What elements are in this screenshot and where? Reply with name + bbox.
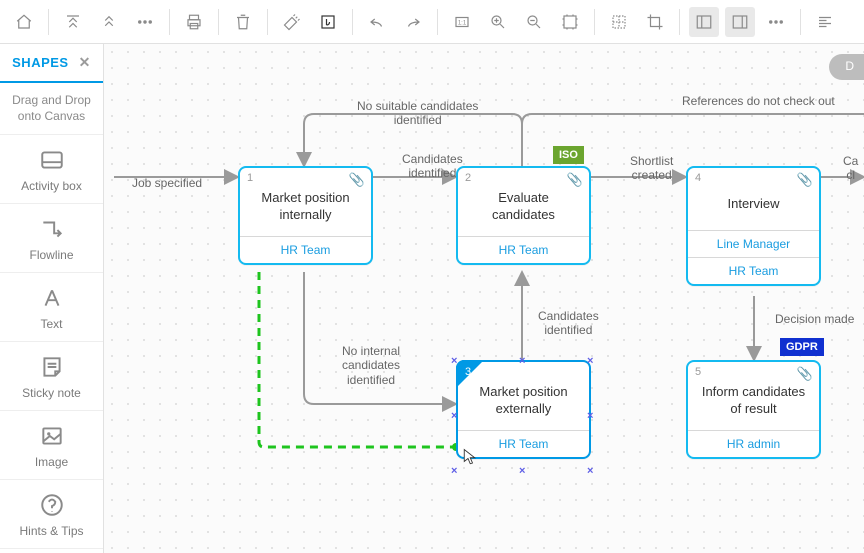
shape-activity-box[interactable]: Activity box <box>0 135 103 204</box>
panel-right-icon[interactable] <box>725 7 755 37</box>
node-number: 3 <box>465 366 471 378</box>
node-role: HR Team <box>688 257 819 284</box>
attachment-icon[interactable]: 📎 <box>797 366 813 382</box>
attachment-icon[interactable]: 📎 <box>349 172 365 188</box>
zoom-selection-icon[interactable] <box>555 7 585 37</box>
activity-node-3[interactable]: 3Market position externallyHR Team <box>456 360 591 459</box>
zoom-in-icon[interactable] <box>483 7 513 37</box>
select-tool-icon[interactable] <box>313 7 343 37</box>
attachment-icon[interactable]: 📎 <box>567 172 583 188</box>
tag-iso[interactable]: ISO <box>553 146 584 164</box>
sidebar-header: SHAPES ✕ <box>0 44 103 83</box>
node-role: Line Manager <box>688 230 819 257</box>
activity-node-1[interactable]: 1📎Market position internallyHR Team <box>238 166 373 265</box>
tag-gdpr[interactable]: GDPR <box>780 338 824 356</box>
edge-label-shortlist_created: Shortlistcreated <box>630 154 673 183</box>
delete-button[interactable] <box>228 7 258 37</box>
right-tab[interactable]: D <box>829 54 864 80</box>
shape-label: Flowline <box>29 248 73 262</box>
align-icon[interactable] <box>810 7 840 37</box>
scroll-top-icon[interactable] <box>58 7 88 37</box>
node-number: 4 <box>695 172 701 184</box>
zoom-fit-icon[interactable]: 1:1 <box>447 7 477 37</box>
node-title: Market position externally <box>458 362 589 430</box>
shape-image[interactable]: Image <box>0 411 103 480</box>
svg-text:1:1: 1:1 <box>458 20 467 26</box>
redo-button[interactable] <box>398 7 428 37</box>
edge-label-references_fail: References do not check out <box>682 94 835 108</box>
edge-label-candidates_checked: Cacl <box>843 154 858 183</box>
node-role: HR admin <box>688 430 819 457</box>
shape-sticky-note[interactable]: Sticky note <box>0 342 103 411</box>
node-role: HR Team <box>458 430 589 457</box>
flow-canvas[interactable]: D 1📎Market position internallyHR Team2📎E… <box>104 44 864 553</box>
activity-node-2[interactable]: 2📎Evaluate candidatesHR Team <box>456 166 591 265</box>
scroll-up-icon[interactable] <box>94 7 124 37</box>
shape-flowline[interactable]: Flowline <box>0 204 103 273</box>
node-number: 5 <box>695 366 701 378</box>
edge-label-no_internal: No internalcandidatesidentified <box>342 344 400 387</box>
edge-label-job_specified: Job specified <box>132 176 202 190</box>
zoom-out-icon[interactable] <box>519 7 549 37</box>
shape-label: Image <box>35 455 68 469</box>
sidebar-title: SHAPES <box>12 55 68 70</box>
crop-icon[interactable] <box>640 7 670 37</box>
node-number: 1 <box>247 172 253 184</box>
grid-icon[interactable] <box>604 7 634 37</box>
node-number: 2 <box>465 172 471 184</box>
activity-node-4[interactable]: 4📎InterviewLine ManagerHR Team <box>686 166 821 286</box>
edge-label-no_suitable: No suitable candidatesidentified <box>357 99 478 128</box>
shape-label: Text <box>40 317 62 331</box>
shape-hints-tips[interactable]: Hints & Tips <box>0 480 103 549</box>
home-button[interactable] <box>9 7 39 37</box>
edge-label-decision_made: Decision made <box>775 312 854 326</box>
panel-left-icon[interactable] <box>689 7 719 37</box>
shape-label: Hints & Tips <box>19 524 83 538</box>
more2-icon[interactable] <box>761 7 791 37</box>
print-button[interactable] <box>179 7 209 37</box>
activity-node-5[interactable]: 5📎Inform candidates of resultHR admin <box>686 360 821 459</box>
node-role: HR Team <box>240 236 371 263</box>
sidebar-hint: Drag and Drop onto Canvas <box>0 83 103 135</box>
shape-text[interactable]: Text <box>0 273 103 342</box>
attachment-icon[interactable]: 📎 <box>797 172 813 188</box>
undo-button[interactable] <box>362 7 392 37</box>
shape-label: Activity box <box>21 179 82 193</box>
shapes-sidebar: SHAPES ✕ Drag and Drop onto Canvas Activ… <box>0 44 104 553</box>
close-sidebar-icon[interactable]: ✕ <box>79 54 91 71</box>
eraser-icon[interactable] <box>277 7 307 37</box>
node-role: HR Team <box>458 236 589 263</box>
more-menu-icon[interactable] <box>130 7 160 37</box>
edge-label-candidates_identified1: Candidatesidentified <box>402 152 463 181</box>
edge-label-candidates_identified2: Candidatesidentified <box>538 309 599 338</box>
top-toolbar: 1:1 <box>0 0 864 44</box>
shape-label: Sticky note <box>22 386 81 400</box>
flowlines-layer <box>104 44 864 553</box>
